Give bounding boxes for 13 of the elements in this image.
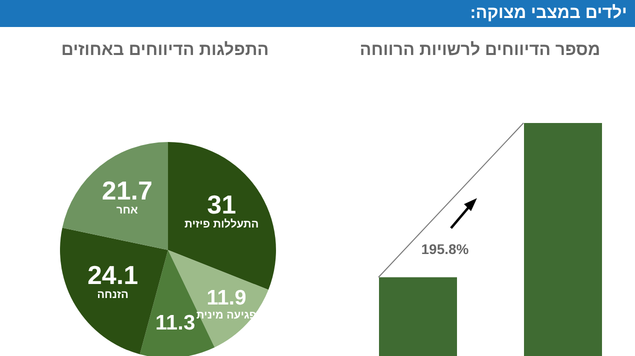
data-label: 24.1 bbox=[87, 260, 138, 290]
pie-slice bbox=[62, 142, 168, 250]
slice-label: אחר bbox=[116, 204, 138, 217]
data-label: 11.9 bbox=[206, 286, 246, 310]
data-label: 21.7 bbox=[102, 176, 152, 206]
slice-label: הזנחה bbox=[97, 288, 128, 301]
data-label: 11.3 bbox=[155, 312, 196, 335]
slice-label: התעללות פיזית bbox=[184, 218, 259, 231]
chart-subtitle: מספר הדיווחים לרשויות הרווחה bbox=[358, 40, 602, 60]
annotation: 195.8% bbox=[421, 241, 470, 258]
chart-title: ילדים במצבי מצוקה: bbox=[470, 3, 627, 23]
chart-title: התפלגות הדיווחים באחוזים bbox=[60, 40, 270, 60]
data-label: 31 bbox=[207, 190, 236, 220]
